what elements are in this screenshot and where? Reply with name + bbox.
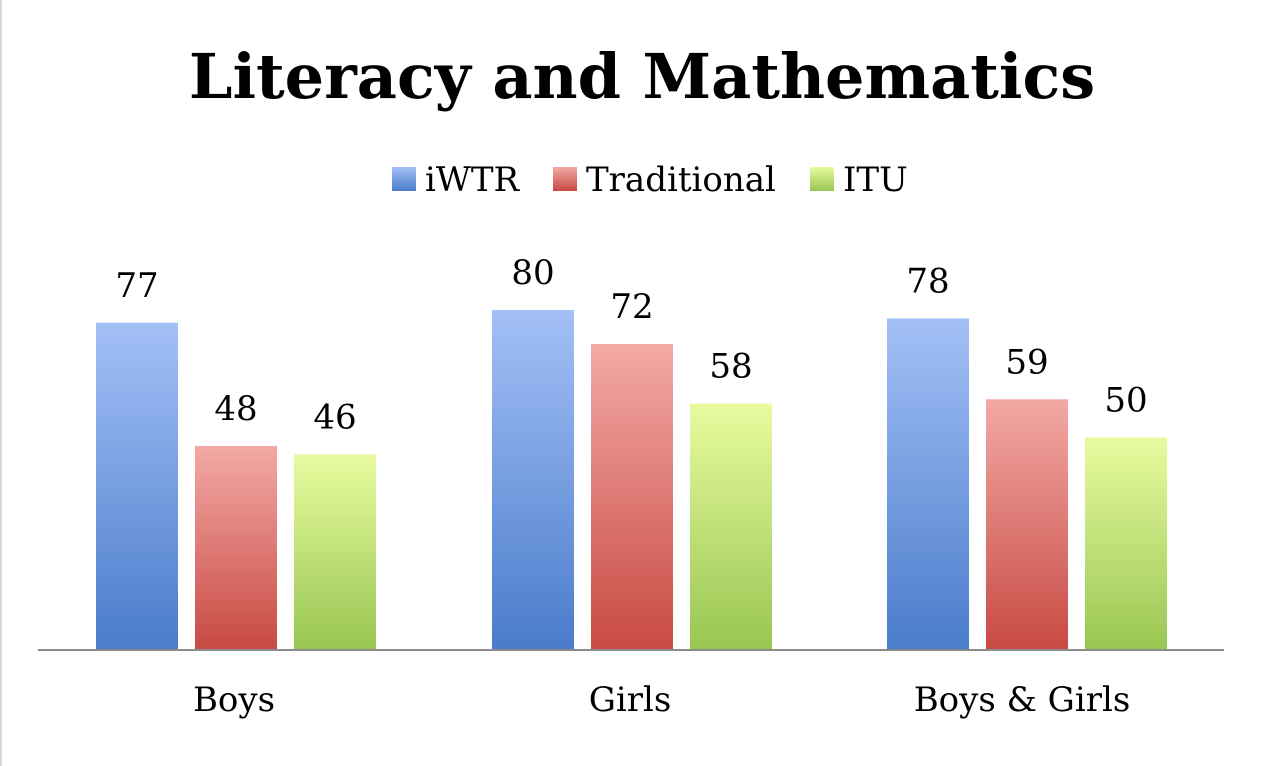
- category-label-boys-girls: Boys & Girls: [914, 680, 1131, 720]
- legend-label-itu: ITU: [843, 160, 908, 200]
- category-label-boys: Boys: [193, 680, 275, 720]
- bar-itu-boys: [294, 454, 376, 650]
- data-label-iwtr-girls: 80: [511, 253, 554, 293]
- category-labels-group: Boys Girls Boys & Girls: [193, 680, 1130, 720]
- data-label-traditional-boys-girls: 59: [1005, 342, 1048, 382]
- legend-swatch-itu: [810, 167, 834, 191]
- legend-label-traditional: Traditional: [586, 160, 776, 200]
- bars-group: [96, 310, 1167, 650]
- bar-traditional-boys-girls: [986, 399, 1068, 650]
- bar-iwtr-boys-girls: [887, 318, 969, 650]
- legend: iWTR Traditional ITU: [392, 160, 908, 200]
- data-label-iwtr-boys-girls: 78: [906, 262, 949, 302]
- bar-traditional-boys: [195, 446, 277, 650]
- bar-iwtr-boys: [96, 322, 178, 650]
- category-label-girls: Girls: [589, 680, 672, 720]
- bar-itu-boys-girls: [1085, 437, 1167, 650]
- legend-swatch-iwtr: [392, 167, 416, 191]
- bar-traditional-girls: [591, 344, 673, 650]
- legend-swatch-traditional: [553, 167, 577, 191]
- chart-title: Literacy and Mathematics: [189, 40, 1095, 113]
- data-label-traditional-girls: 72: [610, 287, 653, 327]
- data-label-iwtr-boys: 77: [115, 266, 158, 306]
- data-label-itu-girls: 58: [709, 347, 752, 387]
- data-label-itu-boys-girls: 50: [1104, 381, 1147, 421]
- bar-iwtr-girls: [492, 310, 574, 650]
- data-label-itu-boys: 46: [313, 398, 356, 438]
- bar-itu-girls: [690, 403, 772, 650]
- value-labels-group: 77 48 46 80 72 58 78 59 50: [115, 253, 1147, 438]
- legend-label-iwtr: iWTR: [425, 160, 520, 200]
- data-label-traditional-boys: 48: [214, 389, 257, 429]
